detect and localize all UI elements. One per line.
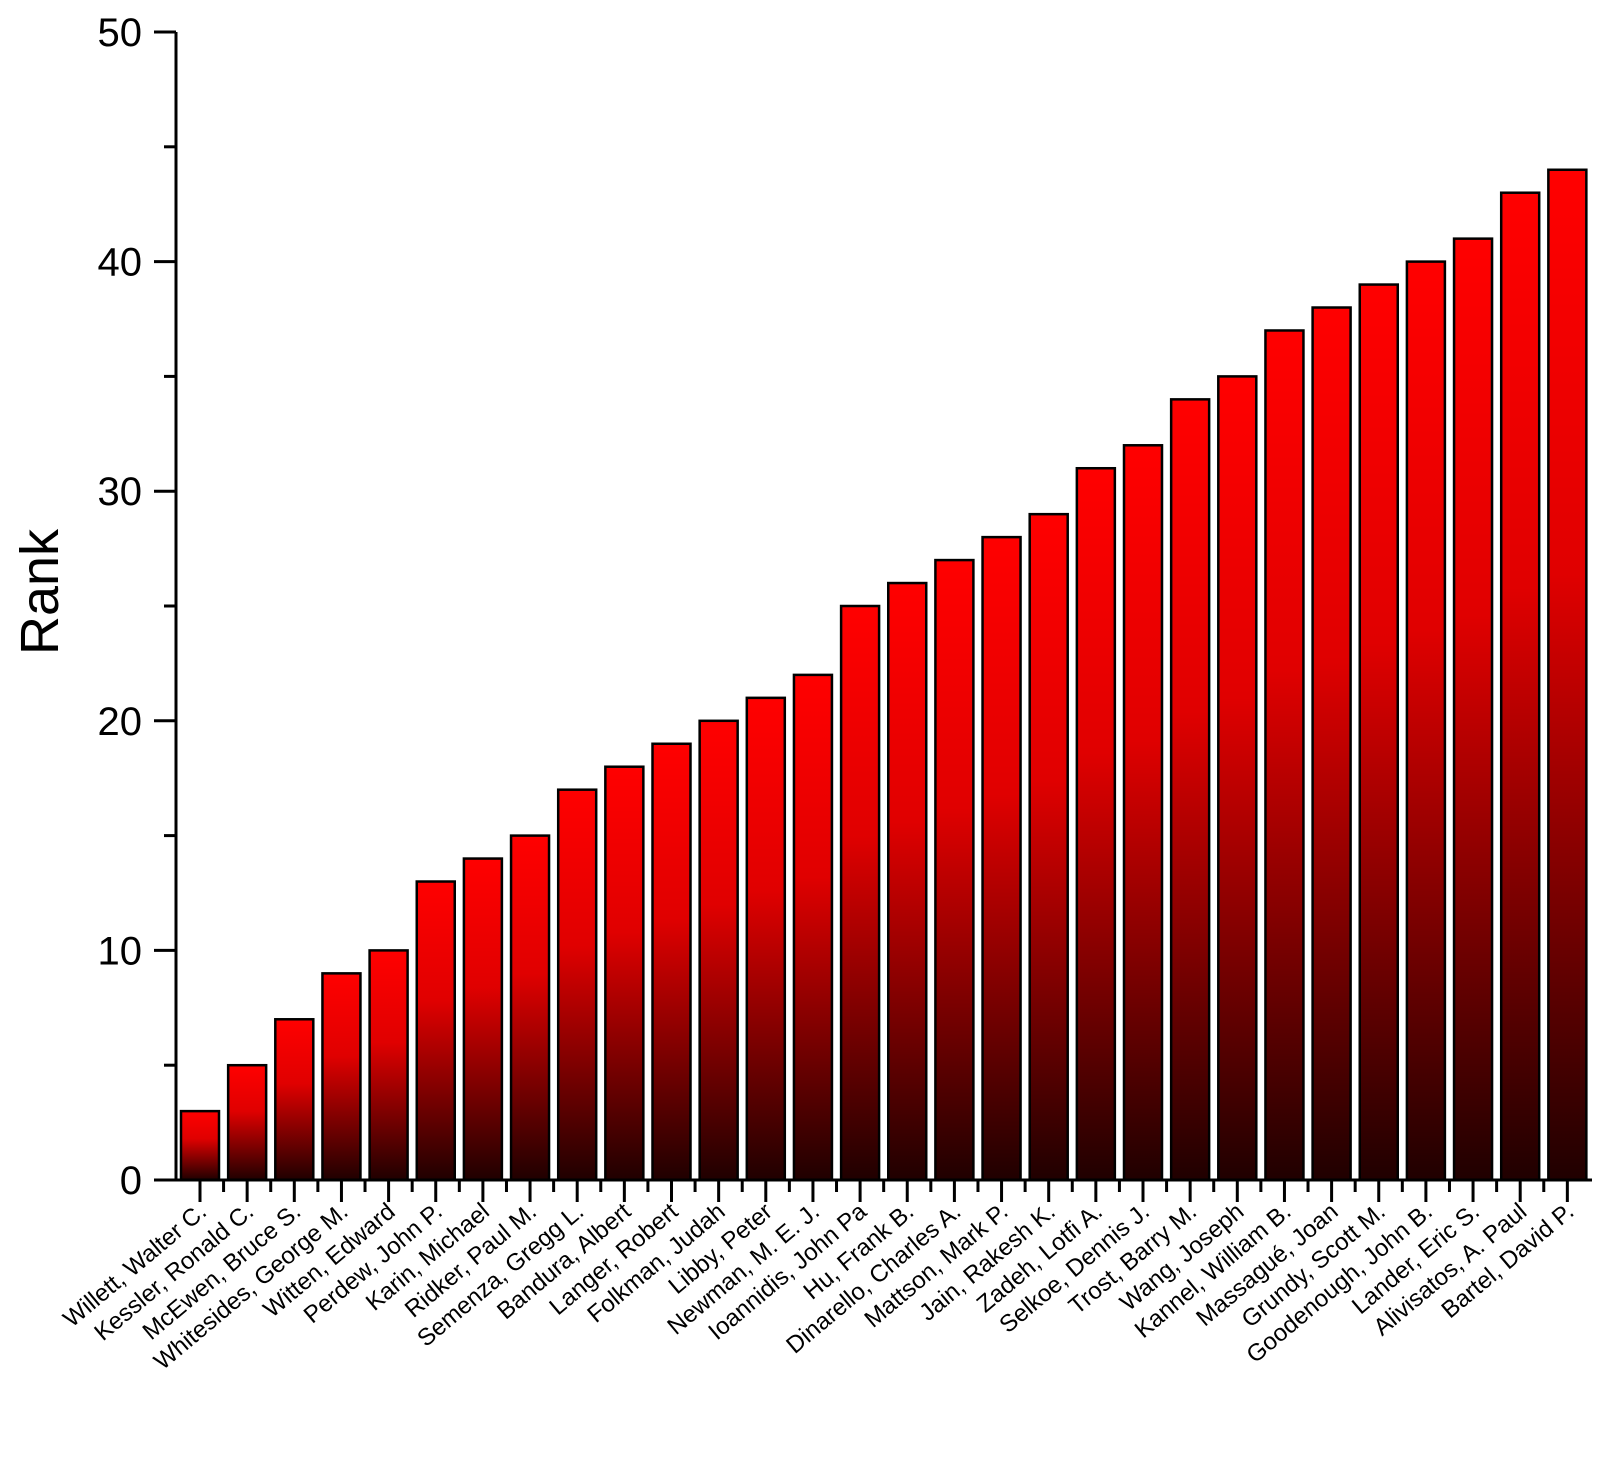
bar-23	[1217, 375, 1258, 1182]
bar-17	[934, 558, 975, 1182]
bar-18	[981, 535, 1022, 1182]
bars-group	[179, 168, 1588, 1182]
bar-3	[274, 1018, 315, 1182]
bar-15	[839, 604, 881, 1182]
y-tick-label: 30	[98, 470, 143, 514]
y-tick-label: 40	[98, 241, 143, 285]
bar-1	[179, 1109, 221, 1182]
bar-29	[1499, 191, 1541, 1182]
y-tick-label: 20	[98, 700, 143, 744]
bar-2	[226, 1063, 268, 1182]
bar-6	[415, 880, 456, 1182]
bar-9	[556, 788, 598, 1182]
bar-10	[604, 765, 645, 1182]
bar-28	[1452, 237, 1494, 1182]
bar-24	[1264, 329, 1305, 1182]
bar-13	[745, 696, 787, 1182]
bar-14	[792, 673, 834, 1182]
y-tick-label: 50	[98, 11, 143, 55]
y-tick-label: 0	[120, 1159, 142, 1203]
bar-8	[509, 834, 551, 1182]
bar-26	[1358, 283, 1399, 1182]
bar-7	[462, 857, 504, 1182]
bar-16	[887, 581, 928, 1182]
bar-30	[1547, 168, 1588, 1182]
bar-25	[1311, 306, 1352, 1182]
y-axis: 0 10 20 30 40 50	[98, 11, 178, 1203]
bar-21	[1122, 444, 1164, 1182]
bar-27	[1405, 260, 1447, 1182]
bar-11	[651, 742, 692, 1182]
x-axis: Willett, Walter C.Kessler, Ronald C.McEw…	[58, 1178, 1592, 1375]
bar-5	[368, 949, 409, 1182]
y-tick-label: 10	[98, 929, 143, 973]
bar-4	[321, 972, 362, 1182]
bar-20	[1075, 466, 1117, 1182]
y-axis-title: Rank	[10, 528, 70, 655]
bar-22	[1169, 398, 1211, 1182]
bar-19	[1028, 512, 1069, 1182]
bar-12	[698, 719, 739, 1182]
